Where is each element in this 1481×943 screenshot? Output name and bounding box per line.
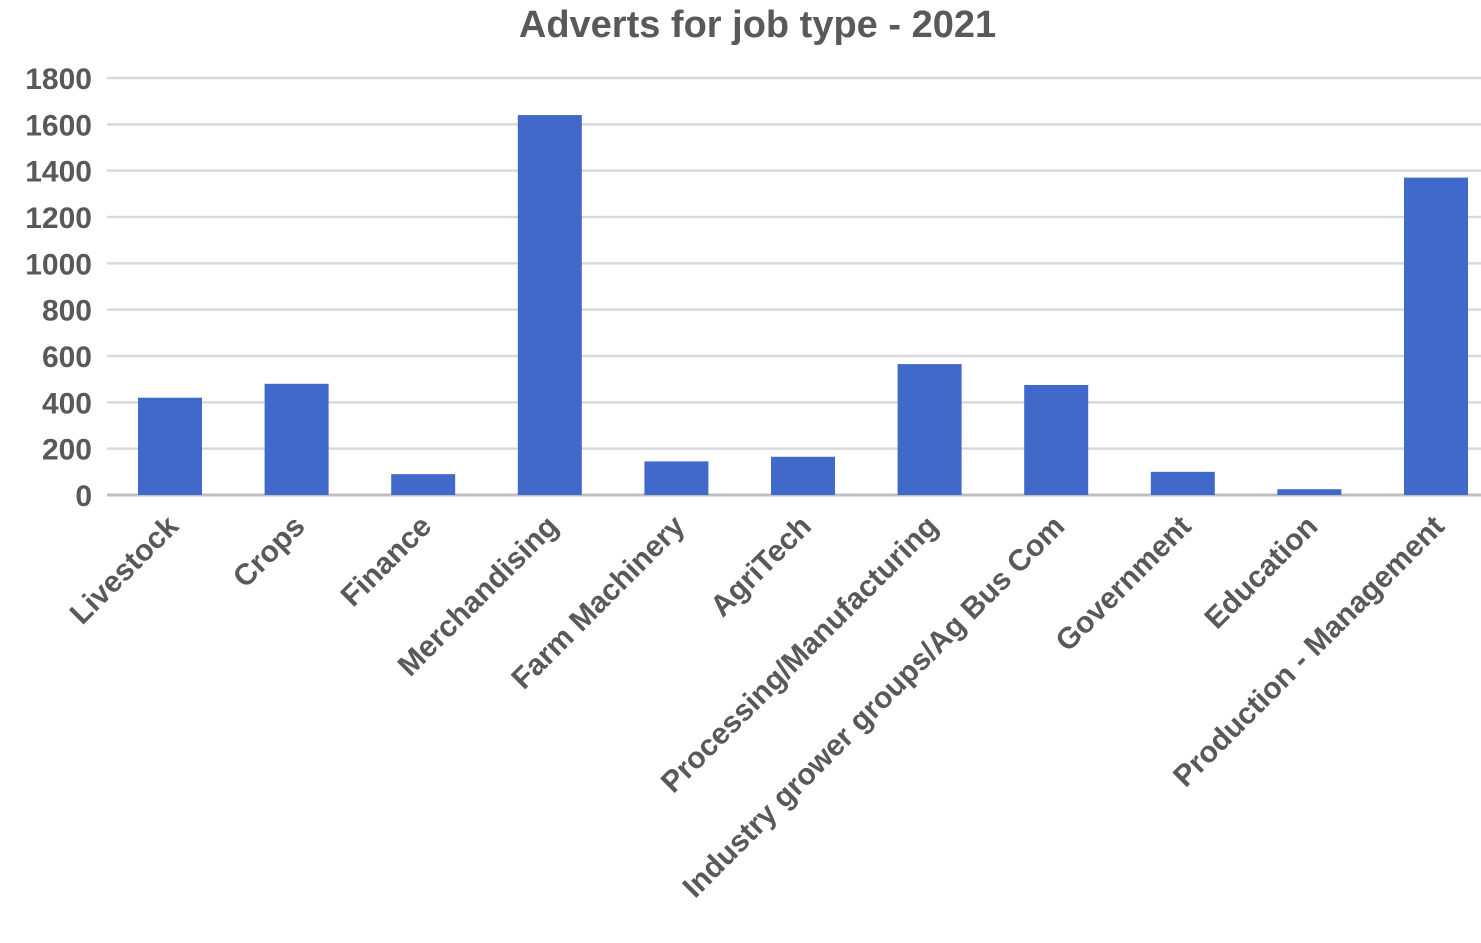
y-tick-label: 200 bbox=[42, 434, 92, 467]
x-tick-label: Crops bbox=[227, 510, 312, 595]
x-tick-label: Processing/Manufacturing bbox=[655, 510, 945, 800]
bar-industry-grower-groups-ag-bus-com bbox=[1024, 384, 1089, 495]
bar-processing-manufacturing bbox=[897, 364, 962, 495]
y-tick-label: 800 bbox=[42, 295, 92, 328]
y-tick-label: 1600 bbox=[25, 109, 92, 142]
bar-merchandising bbox=[517, 115, 582, 496]
bar-education bbox=[1277, 489, 1342, 495]
y-axis-ticks: 0 200 400 600 800 1000 1200 1400 1600 1800 bbox=[25, 63, 92, 513]
y-tick-label: 400 bbox=[42, 387, 92, 420]
bar-production-management bbox=[1404, 177, 1468, 495]
y-tick-label: 1800 bbox=[25, 63, 92, 96]
bar-government bbox=[1150, 471, 1215, 495]
x-tick-label: AgriTech bbox=[704, 510, 818, 624]
x-tick-label: Finance bbox=[335, 510, 439, 614]
y-tick-label: 1400 bbox=[25, 156, 92, 189]
x-tick-label: Government bbox=[1049, 510, 1197, 658]
bar-livestock bbox=[138, 397, 202, 495]
y-tick-label: 600 bbox=[42, 341, 92, 374]
bars bbox=[138, 115, 1468, 496]
x-tick-label: Production - Management bbox=[1167, 510, 1451, 794]
y-tick-label: 1200 bbox=[25, 202, 92, 235]
chart-title: Adverts for job type - 2021 bbox=[518, 4, 997, 46]
gridlines bbox=[107, 76, 1481, 497]
bar-farm-machinery bbox=[644, 461, 709, 495]
bar-crops bbox=[264, 383, 329, 495]
y-tick-label: 0 bbox=[75, 480, 92, 513]
y-tick-label: 1000 bbox=[25, 248, 92, 281]
bar-agritech bbox=[771, 456, 835, 495]
x-tick-label: Education bbox=[1198, 510, 1324, 636]
bar-finance bbox=[391, 474, 456, 495]
x-tick-label: Livestock bbox=[64, 509, 185, 630]
